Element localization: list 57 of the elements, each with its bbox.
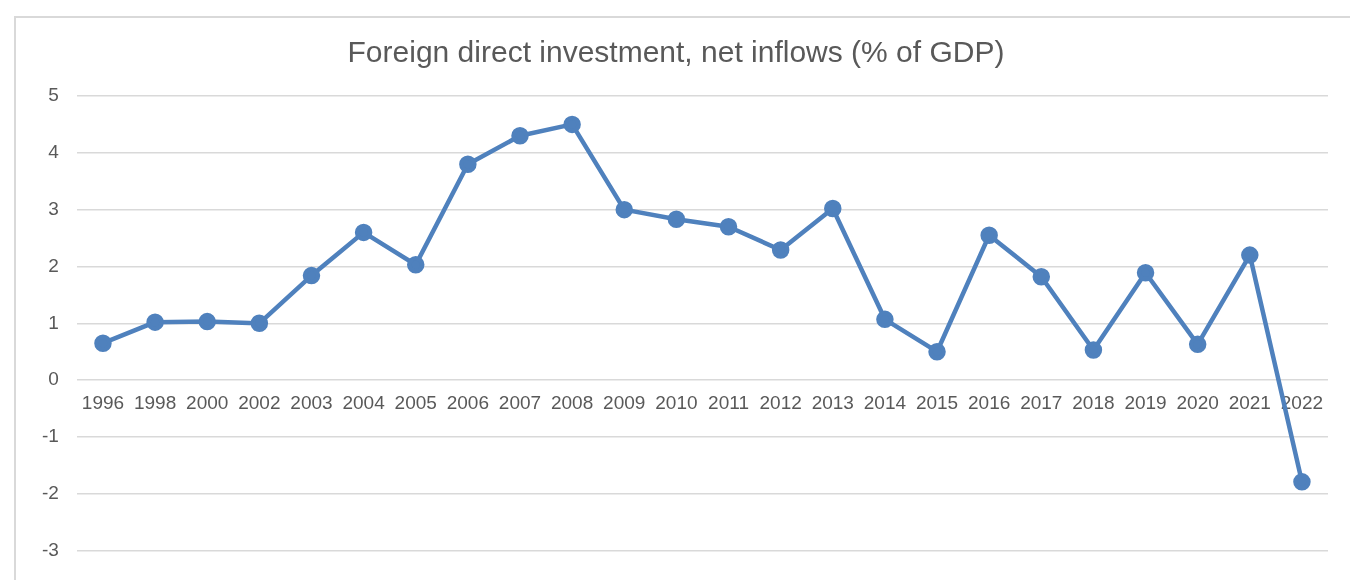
y-tick-label: 5 <box>48 84 59 106</box>
x-tick-label: 2000 <box>186 391 229 413</box>
x-tick-label: 2011 <box>708 391 749 413</box>
point <box>511 127 529 145</box>
point <box>1241 246 1259 264</box>
x-tick-label: 2007 <box>498 391 542 413</box>
x-tick-label: 2008 <box>550 391 594 413</box>
x-tick-label: 2016 <box>968 391 1011 413</box>
point <box>1084 341 1103 359</box>
chart-title: Foreign direct investment, net inflows (% of GDP) <box>347 35 1005 69</box>
y-tick-label: -2 <box>41 482 59 504</box>
x-tick-label: 1998 <box>133 391 177 413</box>
y-tick-label: 3 <box>48 197 59 219</box>
point <box>1136 263 1155 282</box>
point <box>719 217 738 236</box>
point <box>1188 335 1207 354</box>
point <box>771 241 790 259</box>
point <box>563 115 581 134</box>
y-tick-label: 1 <box>48 311 59 333</box>
x-tick-label: 2010 <box>655 391 698 413</box>
point <box>928 342 946 361</box>
x-tick-label: 2015 <box>915 391 959 413</box>
y-tick-label: -3 <box>41 538 59 560</box>
x-tick-label: 2013 <box>811 391 854 413</box>
y-tick-label: 4 <box>48 141 60 163</box>
x-tick-label: 2018 <box>1072 391 1115 413</box>
point <box>459 155 477 173</box>
point <box>615 200 633 219</box>
point <box>198 312 216 331</box>
point <box>354 223 373 242</box>
point <box>146 313 164 331</box>
x-tick-label: 2017 <box>1020 391 1063 413</box>
x-tick-label: 2005 <box>394 391 437 413</box>
x-tick-label: 2012 <box>759 391 802 413</box>
x-tick-label: 2021 <box>1228 391 1271 413</box>
y-tick-label: -1 <box>41 425 59 447</box>
x-tick-label: 2014 <box>863 391 907 413</box>
x-tick-label: 2020 <box>1176 391 1219 413</box>
y-tick-label: 0 <box>48 368 59 390</box>
x-tick-label: 2019 <box>1124 391 1167 413</box>
x-tick-label: 2004 <box>342 391 386 413</box>
point <box>302 266 321 285</box>
point <box>876 310 894 329</box>
x-tick-label: 2009 <box>603 391 646 413</box>
point <box>667 210 686 229</box>
x-tick-label: 2003 <box>290 391 333 413</box>
point <box>406 256 425 274</box>
x-tick-label: 2002 <box>238 391 281 413</box>
point <box>824 199 842 218</box>
x-tick-label: 2006 <box>446 391 490 413</box>
point <box>1032 267 1051 286</box>
x-tick-label: 1996 <box>81 391 125 413</box>
point <box>94 334 112 352</box>
point <box>250 314 269 333</box>
point <box>1293 473 1311 491</box>
point <box>980 226 998 244</box>
y-tick-label: 2 <box>48 254 59 276</box>
